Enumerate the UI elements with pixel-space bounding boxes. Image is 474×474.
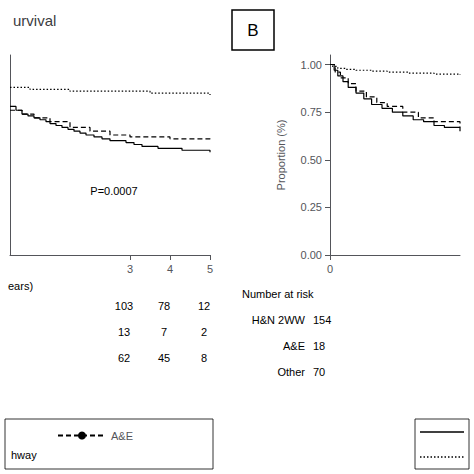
svg-text:1.00: 1.00 <box>301 59 322 71</box>
svg-text:7: 7 <box>161 326 167 338</box>
svg-text:P=0.0007: P=0.0007 <box>90 185 137 197</box>
svg-text:0: 0 <box>327 263 333 275</box>
svg-text:0.25: 0.25 <box>301 201 322 213</box>
svg-text:0.00: 0.00 <box>301 249 322 261</box>
svg-text:0.50: 0.50 <box>301 154 322 166</box>
svg-text:62: 62 <box>118 352 130 364</box>
svg-text:Number at risk: Number at risk <box>242 288 314 300</box>
svg-text:urvival: urvival <box>13 12 56 29</box>
svg-text:Proportion (%): Proportion (%) <box>275 120 287 191</box>
svg-text:ears): ears) <box>8 280 33 292</box>
svg-text:3: 3 <box>127 263 133 275</box>
svg-text:70: 70 <box>313 366 325 378</box>
svg-text:H&N 2WW: H&N 2WW <box>252 314 306 326</box>
svg-text:18: 18 <box>313 340 325 352</box>
svg-text:4: 4 <box>167 263 173 275</box>
svg-text:12: 12 <box>198 300 210 312</box>
svg-text:5: 5 <box>207 263 213 275</box>
svg-text:103: 103 <box>115 300 133 312</box>
svg-text:13: 13 <box>118 326 130 338</box>
svg-text:78: 78 <box>158 300 170 312</box>
svg-text:2: 2 <box>201 326 207 338</box>
svg-text:A&E: A&E <box>111 430 133 442</box>
svg-text:A&E: A&E <box>283 340 305 352</box>
svg-text:hway: hway <box>11 449 37 461</box>
svg-text:8: 8 <box>201 352 207 364</box>
svg-text:B: B <box>247 21 258 40</box>
svg-text:154: 154 <box>313 314 331 326</box>
svg-text:45: 45 <box>158 352 170 364</box>
svg-text:0.75: 0.75 <box>301 106 322 118</box>
svg-text:Other: Other <box>277 366 305 378</box>
